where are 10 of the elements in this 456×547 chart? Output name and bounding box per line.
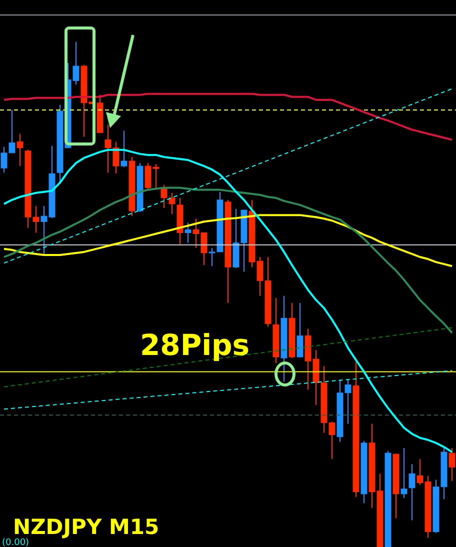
candlestick bbox=[448, 447, 456, 482]
annotation: 28Pips bbox=[140, 328, 250, 362]
candlestick bbox=[16, 133, 24, 167]
candlestick bbox=[184, 222, 192, 244]
candlestick bbox=[400, 447, 408, 498]
text: NZDJPY M15 bbox=[13, 515, 160, 539]
candlestick bbox=[296, 302, 304, 358]
candlestick bbox=[120, 130, 128, 168]
candlestick bbox=[408, 464, 416, 521]
annotation: (0.00) bbox=[2, 538, 30, 547]
